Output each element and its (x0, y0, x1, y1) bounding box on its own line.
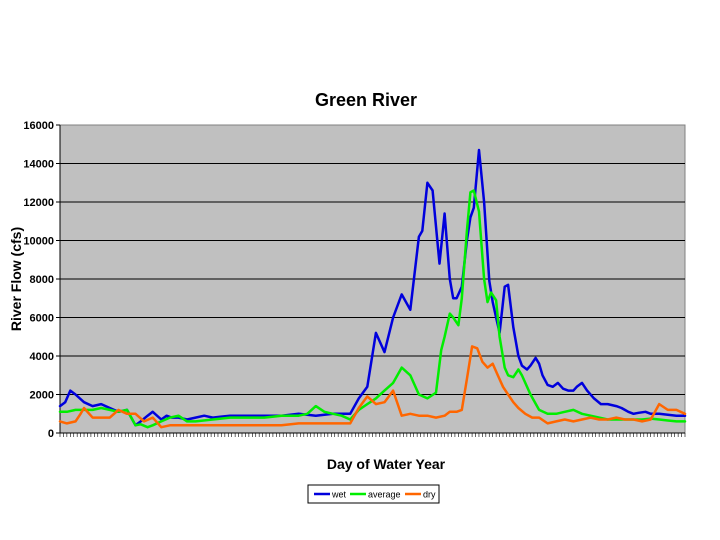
x-axis-label: Day of Water Year (327, 456, 446, 472)
y-tick-label: 0 (48, 428, 54, 440)
y-tick-label: 8000 (30, 274, 54, 286)
series-line-wet (58, 148, 687, 427)
y-tick-label: 6000 (30, 313, 54, 325)
y-tick-label: 16000 (23, 120, 54, 132)
chart-title: Green River (315, 90, 417, 110)
y-tick-label: 10000 (23, 236, 54, 248)
legend-label-wet: wet (331, 490, 347, 500)
legend-label-dry: dry (423, 490, 436, 500)
y-tick-label: 14000 (23, 159, 54, 171)
legend: wet average dry (307, 484, 440, 504)
y-tick-label: 12000 (23, 197, 54, 209)
gridlines (60, 163, 685, 395)
series-line-average (58, 189, 687, 429)
y-tick-label: 2000 (30, 390, 54, 402)
y-axis-label: River Flow (cfs) (8, 227, 24, 331)
series-line-dry (58, 345, 687, 429)
series-layer (58, 148, 687, 429)
y-tick-label: 4000 (30, 351, 54, 363)
legend-label-average: average (368, 490, 401, 500)
y-axis-ticks: 0 2000 4000 6000 8000 10000 12000 14000 16000 (23, 120, 60, 440)
legend-box (307, 484, 440, 504)
